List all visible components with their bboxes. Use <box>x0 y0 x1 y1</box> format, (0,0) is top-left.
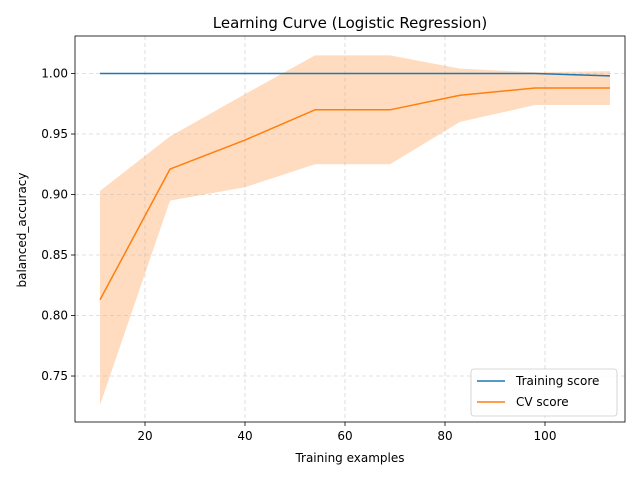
x-tick-label: 60 <box>337 429 352 443</box>
axes-frame <box>74 35 626 423</box>
legend: Training score CV score <box>470 368 618 417</box>
band-cv <box>100 55 610 406</box>
legend-label-training: Training score <box>515 374 599 388</box>
x-tick-label: 20 <box>137 429 152 443</box>
y-tick-label: 0.75 <box>41 369 68 383</box>
y-tick-label: 0.85 <box>41 248 68 262</box>
legend-box <box>470 368 618 417</box>
x-tick-label: 80 <box>437 429 452 443</box>
x-tick-label: 100 <box>534 429 557 443</box>
x-axis-label: Training examples <box>294 451 404 465</box>
y-axis-ticks: 0.75 0.80 0.85 0.90 0.95 1.00 <box>41 67 75 383</box>
series-lines <box>99 72 611 301</box>
chart-title: Learning Curve (Logistic Regression) <box>213 14 488 32</box>
y-tick-label: 0.80 <box>41 309 68 323</box>
plot-area: 20 40 60 80 100 0.75 0.80 0.85 0.90 0.95 1.00 <box>41 35 626 443</box>
x-axis-ticks: 20 40 60 80 100 <box>137 422 556 443</box>
x-tick-label: 40 <box>237 429 252 443</box>
legend-label-cv: CV score <box>516 395 569 409</box>
y-axis-label: balanced_accuracy <box>15 172 29 287</box>
y-tick-label: 1.00 <box>41 67 68 81</box>
y-tick-label: 0.95 <box>41 127 68 141</box>
y-tick-label: 0.90 <box>41 188 68 202</box>
series-line-training <box>100 72 611 77</box>
confidence-bands <box>100 55 610 406</box>
series-line-cv <box>99 87 610 301</box>
